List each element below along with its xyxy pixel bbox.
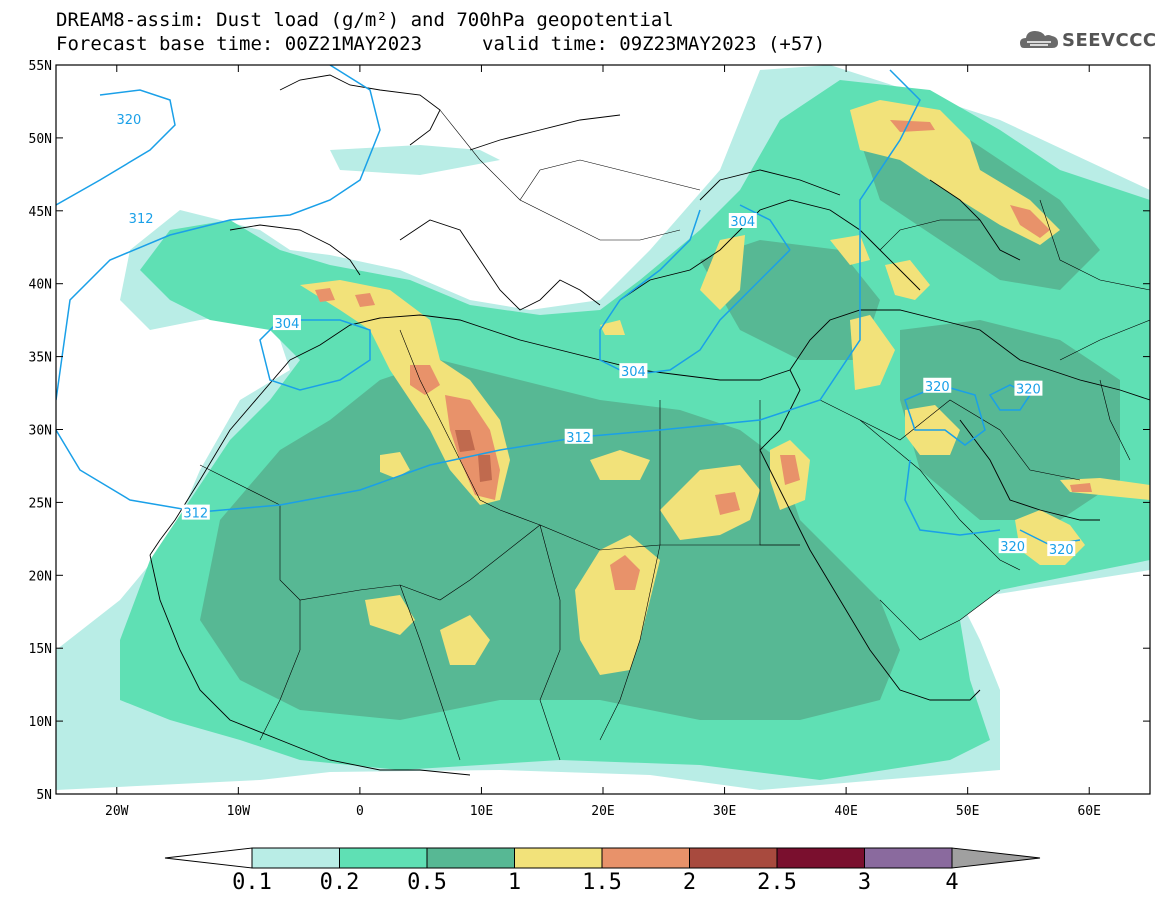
contour-label: 320 [1016, 383, 1041, 398]
lon-tick-label: 10W [227, 804, 251, 819]
valid-time: valid time: 09Z23MAY2023 (+57) [482, 33, 826, 55]
contour-label-bg [127, 210, 156, 226]
contour-label-bg [728, 213, 757, 229]
colorbar-over-triangle [951, 847, 1041, 869]
country-borders [199, 109, 1150, 761]
contour-label: 312 [183, 507, 208, 522]
colorbar-swatch [514, 847, 603, 869]
map-title: DREAM8-assim: Dust load (g/m²) and 700hP… [56, 9, 674, 31]
colorbar [164, 847, 1041, 869]
lat-tick-label: 10N [29, 715, 52, 730]
contour-labels: 320 312 304 304 304 312 312 320 320 320 320 [114, 110, 1076, 558]
colorbar-label: 3 [857, 870, 872, 895]
contour-label: 320 [925, 380, 950, 395]
lon-tick-label: 40E [834, 804, 857, 819]
lat-tick-label: 50N [29, 132, 52, 147]
contour-label-bg [619, 363, 648, 379]
colorbar-label: 0.5 [407, 870, 447, 895]
contour-label: 312 [566, 431, 591, 446]
coastlines [149, 74, 1150, 776]
contour-label: 320 [117, 113, 142, 128]
colorbar-swatch [776, 847, 865, 869]
lat-tick-label: 45N [29, 205, 52, 220]
contour-label-bg [181, 504, 210, 520]
contour-label-bg [923, 377, 952, 393]
contour-label-bg [998, 538, 1027, 554]
contour-label-bg [1014, 380, 1043, 396]
lat-tick-label: 40N [29, 278, 52, 293]
lat-tick-label: 30N [29, 424, 52, 439]
logo-text: SEEVCCC [1062, 30, 1157, 51]
colorbar-swatch [864, 847, 953, 869]
cloud-icon [1020, 31, 1058, 48]
lon-tick-label: 30E [713, 804, 736, 819]
lon-tick-label: 20W [105, 804, 129, 819]
lat-tick-label: 55N [29, 59, 52, 74]
contour-label-bg [1047, 541, 1076, 557]
colorbar-label: 2 [682, 870, 697, 895]
contour-label: 304 [730, 215, 755, 230]
colorbar-swatch [601, 847, 690, 869]
lon-tick-label: 60E [1077, 804, 1100, 819]
contour-label: 312 [129, 212, 154, 227]
map-axes: 20W 10W 0 10E 20E 30E 40E 50E 60E 55N 50N 45N 40N 35N… [29, 59, 1150, 819]
colorbar-swatch [426, 847, 515, 869]
colorbar-swatch [339, 847, 428, 869]
lon-tick-label: 0 [356, 804, 364, 819]
colorbar-label: 1.5 [582, 870, 622, 895]
colorbar-label: 4 [945, 870, 959, 895]
colorbar-label: 0.1 [232, 870, 272, 895]
contour-label-bg [272, 315, 301, 331]
lat-tick-label: 5N [36, 788, 52, 803]
lat-tick-label: 35N [29, 351, 52, 366]
colorbar-label: 2.5 [757, 870, 797, 895]
contour-label-bg [114, 110, 143, 126]
lat-tick-label: 20N [29, 569, 52, 584]
colorbar-swatch [251, 847, 340, 869]
contour-label: 320 [1000, 540, 1025, 555]
colorbar-label: 0.2 [319, 870, 360, 895]
colorbar-swatch [689, 847, 778, 869]
colorbar-label: 1 [507, 870, 522, 895]
contour-label-bg [564, 428, 593, 444]
contour-label: 304 [621, 365, 646, 380]
dust-level-2 [455, 430, 492, 482]
colorbar-under-triangle [164, 847, 253, 869]
forecast-base-time: Forecast base time: 00Z21MAY2023 [56, 33, 423, 55]
lat-tick-label: 15N [29, 642, 52, 657]
contour-label: 304 [275, 317, 300, 332]
contour-label: 320 [1049, 543, 1074, 558]
lon-tick-label: 10E [470, 804, 493, 819]
lon-tick-label: 20E [591, 804, 614, 819]
lon-tick-label: 50E [956, 804, 979, 819]
lat-tick-label: 25N [29, 496, 52, 511]
